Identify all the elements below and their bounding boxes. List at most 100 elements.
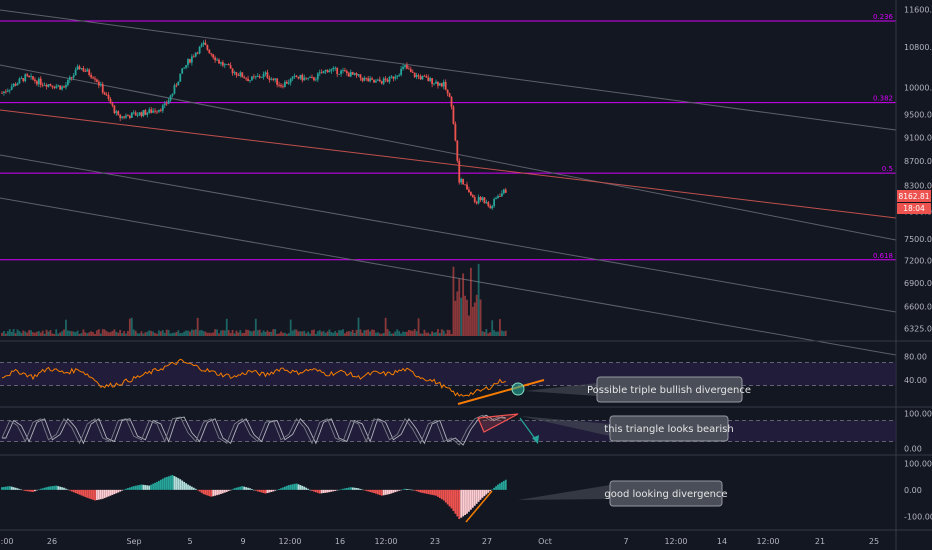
candle-body[interactable] bbox=[109, 98, 112, 104]
candle-body[interactable] bbox=[456, 140, 459, 161]
candle-body[interactable] bbox=[103, 92, 106, 95]
candle-body[interactable] bbox=[363, 77, 366, 81]
candle-body[interactable] bbox=[268, 77, 271, 80]
candle-body[interactable] bbox=[282, 86, 284, 88]
candle-body[interactable] bbox=[190, 56, 193, 63]
candle-body[interactable] bbox=[334, 67, 337, 69]
candle-body[interactable] bbox=[68, 77, 71, 80]
candle-body[interactable] bbox=[278, 84, 280, 86]
candle-body[interactable] bbox=[189, 59, 191, 63]
candle-body[interactable] bbox=[115, 111, 118, 114]
candle-body[interactable] bbox=[3, 91, 5, 93]
candle-body[interactable] bbox=[423, 75, 426, 77]
candle-body[interactable] bbox=[392, 76, 395, 79]
candle-body[interactable] bbox=[309, 77, 311, 78]
candle-body[interactable] bbox=[409, 69, 412, 72]
candle-body[interactable] bbox=[433, 83, 435, 85]
callout-box-2[interactable] bbox=[609, 415, 729, 442]
candle-body[interactable] bbox=[32, 76, 34, 80]
candle-body[interactable] bbox=[287, 82, 290, 84]
candle-body[interactable] bbox=[194, 52, 197, 57]
candle-body[interactable] bbox=[26, 74, 29, 76]
candle-body[interactable] bbox=[218, 59, 220, 64]
candle-body[interactable] bbox=[274, 78, 277, 80]
candle-body[interactable] bbox=[119, 114, 122, 118]
candle-body[interactable] bbox=[344, 70, 346, 72]
candle-body[interactable] bbox=[134, 112, 137, 116]
candle-body[interactable] bbox=[12, 83, 15, 87]
candle-body[interactable] bbox=[173, 85, 176, 94]
candle-body[interactable] bbox=[183, 67, 186, 69]
candle-body[interactable] bbox=[440, 83, 443, 87]
candle-body[interactable] bbox=[355, 73, 358, 76]
candle-body[interactable] bbox=[254, 76, 257, 78]
candle-body[interactable] bbox=[471, 195, 474, 198]
candle-body[interactable] bbox=[303, 77, 306, 81]
candle-body[interactable] bbox=[491, 206, 494, 209]
candle-body[interactable] bbox=[210, 53, 213, 55]
macd-divergence-line[interactable] bbox=[465, 490, 493, 523]
candle-body[interactable] bbox=[237, 75, 240, 76]
candle-body[interactable] bbox=[375, 80, 377, 83]
candle-body[interactable] bbox=[448, 93, 451, 97]
candle-body[interactable] bbox=[264, 72, 267, 74]
candle-body[interactable] bbox=[481, 197, 484, 201]
candle-body[interactable] bbox=[359, 74, 362, 79]
candle-body[interactable] bbox=[394, 76, 397, 79]
candle-body[interactable] bbox=[233, 72, 236, 74]
candle-body[interactable] bbox=[351, 72, 354, 75]
candle-body[interactable] bbox=[243, 77, 246, 79]
candle-body[interactable] bbox=[18, 78, 21, 84]
candle-body[interactable] bbox=[99, 84, 102, 86]
candle-body[interactable] bbox=[483, 197, 486, 204]
candle-body[interactable] bbox=[373, 79, 375, 83]
candle-body[interactable] bbox=[88, 69, 91, 75]
candle-body[interactable] bbox=[340, 70, 342, 74]
candle-body[interactable] bbox=[70, 77, 73, 78]
candle-body[interactable] bbox=[458, 160, 461, 183]
candle-body[interactable] bbox=[127, 115, 129, 117]
candle-body[interactable] bbox=[454, 123, 457, 141]
callout-box-1[interactable] bbox=[596, 376, 743, 403]
candle-body[interactable] bbox=[442, 81, 445, 87]
candle-body[interactable] bbox=[473, 197, 476, 202]
candle-body[interactable] bbox=[285, 81, 288, 84]
candle-body[interactable] bbox=[123, 116, 125, 118]
candle-body[interactable] bbox=[96, 79, 98, 82]
candle-body[interactable] bbox=[111, 103, 114, 106]
candle-body[interactable] bbox=[245, 78, 248, 80]
candle-body[interactable] bbox=[223, 64, 226, 66]
candle-body[interactable] bbox=[251, 76, 253, 81]
candle-body[interactable] bbox=[280, 85, 282, 87]
candle-body[interactable] bbox=[260, 77, 263, 79]
candle-body[interactable] bbox=[105, 94, 108, 96]
candle-body[interactable] bbox=[429, 78, 432, 81]
candle-body[interactable] bbox=[283, 81, 286, 87]
candle-body[interactable] bbox=[1, 92, 3, 94]
price-candles[interactable] bbox=[1, 39, 507, 211]
rsi-divergence-line[interactable] bbox=[457, 379, 545, 405]
candle-body[interactable] bbox=[266, 72, 269, 78]
candle-body[interactable] bbox=[163, 103, 166, 106]
stoch-d-line[interactable] bbox=[2, 414, 506, 446]
candle-body[interactable] bbox=[353, 73, 356, 75]
candle-body[interactable] bbox=[156, 111, 158, 113]
candle-body[interactable] bbox=[86, 69, 89, 72]
candle-body[interactable] bbox=[446, 89, 449, 94]
candle-body[interactable] bbox=[8, 89, 11, 91]
candle-body[interactable] bbox=[402, 66, 404, 69]
candle-body[interactable] bbox=[150, 109, 153, 113]
candle-body[interactable] bbox=[380, 81, 383, 84]
candle-body[interactable] bbox=[322, 71, 325, 74]
candle-body[interactable] bbox=[485, 202, 488, 204]
candle-body[interactable] bbox=[34, 79, 36, 82]
candle-body[interactable] bbox=[90, 74, 93, 78]
candle-body[interactable] bbox=[181, 68, 184, 74]
candle-body[interactable] bbox=[427, 77, 430, 81]
candle-body[interactable] bbox=[117, 111, 120, 115]
candle-body[interactable] bbox=[51, 85, 54, 88]
candle-body[interactable] bbox=[411, 71, 414, 73]
candle-body[interactable] bbox=[444, 81, 447, 90]
candle-body[interactable] bbox=[165, 103, 168, 105]
candle-body[interactable] bbox=[388, 76, 391, 82]
